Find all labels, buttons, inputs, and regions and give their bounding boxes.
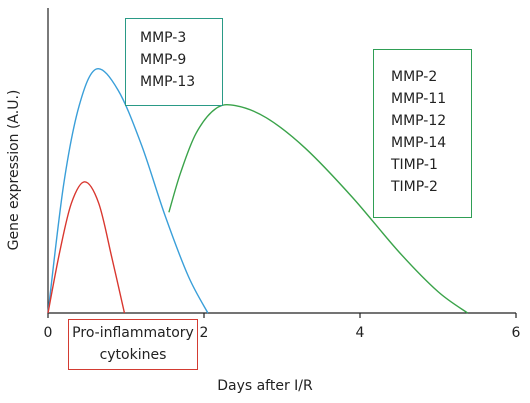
box-label: MMP-3 (140, 30, 187, 46)
series (47, 67, 469, 314)
mmp-late-label-box: MMP-2 MMP-11 MMP-12 MMP-14 TIMP-1 TIMP-2 (373, 49, 472, 218)
box-label: MMP-2 (391, 69, 438, 85)
x-ticks: 0 2 4 6 (44, 313, 521, 341)
box-label: Pro-inflammatory (72, 325, 194, 341)
x-tick-label: 6 (512, 325, 521, 341)
cytokines-label-box: Pro-inflammatory cytokines (68, 319, 198, 370)
box-label: MMP-11 (391, 91, 447, 107)
x-tick-label: 4 (356, 325, 365, 341)
box-label: MMP-12 (391, 113, 447, 129)
series-line-3 (168, 103, 469, 314)
mmp-early-label-box: MMP-3 MMP-9 MMP-13 (125, 18, 223, 106)
x-axis-title: Days after I/R (217, 378, 313, 394)
box-label: TIMP-2 (391, 179, 438, 195)
box-label: TIMP-1 (391, 157, 438, 173)
y-axis-title: Gene expression (A.U.) (6, 90, 22, 251)
x-tick-label: 0 (44, 325, 53, 341)
axes (47, 8, 516, 314)
box-label: MMP-14 (391, 135, 447, 151)
x-tick-label: 2 (200, 325, 209, 341)
box-label: MMP-9 (140, 52, 187, 68)
series-line-1 (47, 67, 209, 314)
box-label: cytokines (99, 347, 167, 363)
box-label: MMP-13 (140, 74, 196, 90)
series-line-2 (47, 181, 126, 314)
